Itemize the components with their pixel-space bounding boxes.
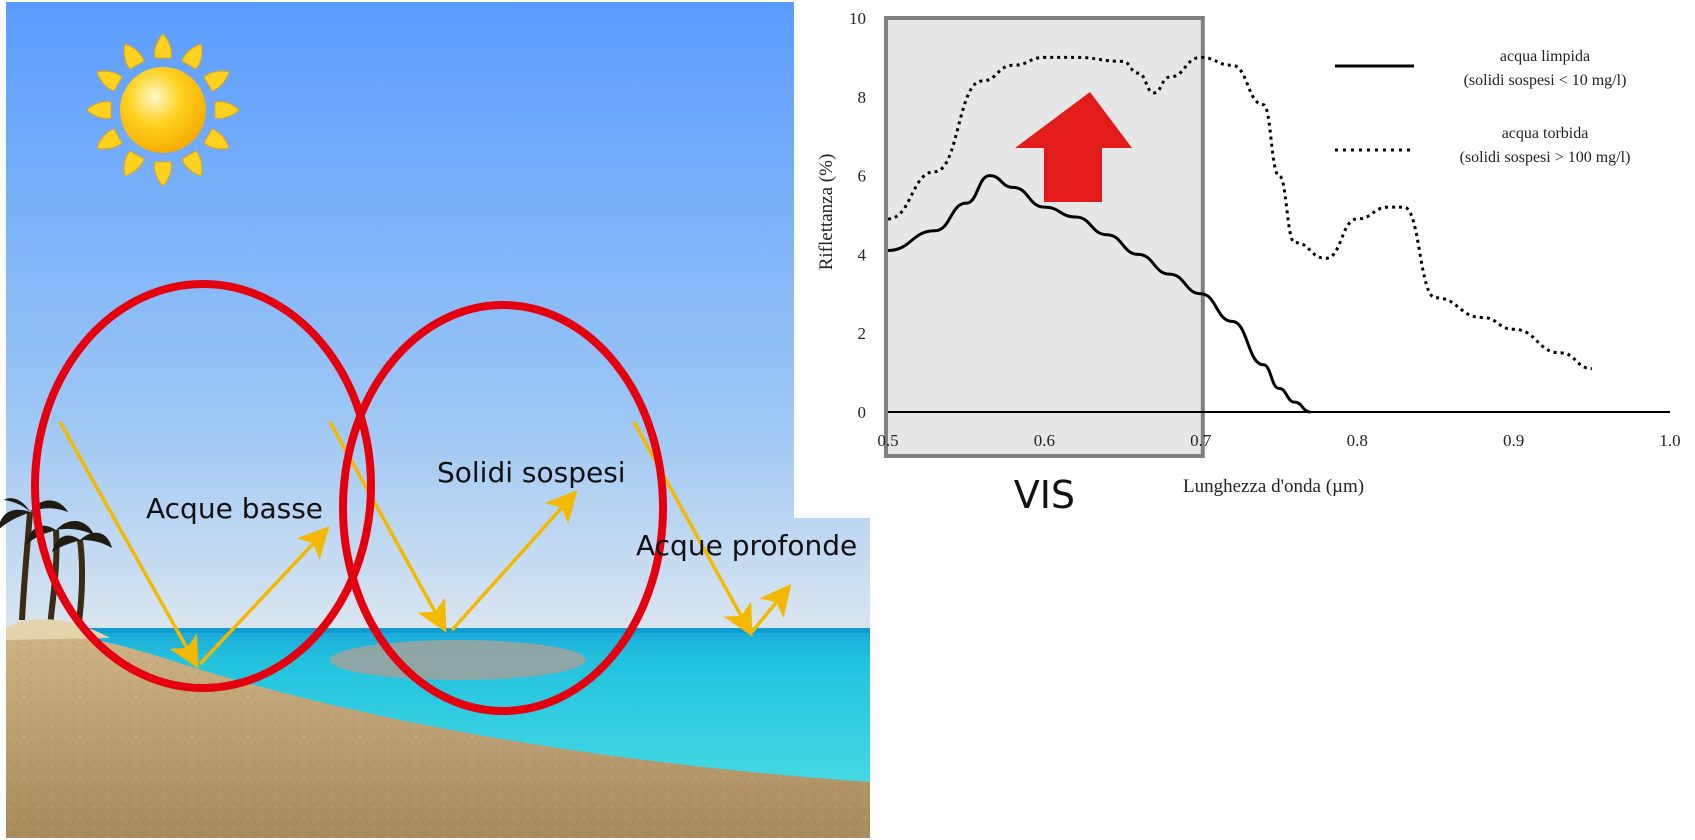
sun-ray <box>181 150 203 177</box>
legend-label-turbid-water: acqua torbida <box>1502 125 1589 142</box>
chart-legend: acqua limpida (solidi sospesi < 10 mg/l)… <box>1335 48 1630 166</box>
legend-sub-turbid-water: (solidi sospesi > 100 mg/l) <box>1460 149 1631 166</box>
suspended-sediment-patch <box>330 640 586 680</box>
sun-ray <box>123 43 145 70</box>
legend-sub-clear-water: (solidi sospesi < 10 mg/l) <box>1464 72 1627 89</box>
sun-ray <box>154 161 172 187</box>
label-shallow-water: Acque basse <box>146 492 323 525</box>
reflectance-chart: 0.5 0.6 0.7 0.8 0.9 1.0 0 2 4 6 8 10 VIS Lunghezza … <box>794 0 1695 518</box>
sun-ray <box>96 70 123 92</box>
sun-ray <box>123 150 145 177</box>
sand-texture <box>6 628 870 838</box>
light-rays <box>58 421 792 669</box>
sun-ray <box>181 43 203 70</box>
x-tick-label: 0.5 <box>877 431 898 450</box>
vis-label: VIS <box>1014 473 1075 517</box>
x-tick-label: 1.0 <box>1659 431 1680 450</box>
ray-deep-in <box>632 421 753 637</box>
sun-ray <box>86 101 112 119</box>
x-tick-label: 0.9 <box>1503 431 1524 450</box>
sun-ray <box>214 101 240 119</box>
sun-ray <box>154 33 172 59</box>
y-tick-label: 10 <box>849 9 866 28</box>
ray-deep-out <box>750 583 792 634</box>
y-tick-label: 0 <box>858 403 867 422</box>
up-arrow-icon <box>1015 92 1132 202</box>
horizon-line <box>6 628 870 633</box>
x-tick-label: 0.8 <box>1347 431 1368 450</box>
y-axis-title: Riflettanza (%) <box>816 154 837 271</box>
sun-ray <box>203 128 230 150</box>
label-suspended-solids: Solidi sospesi <box>437 456 626 489</box>
circle-shallow-water <box>31 280 375 692</box>
y-tick-label: 8 <box>858 88 867 107</box>
ray-suspended-out <box>450 490 578 632</box>
vis-band-highlight <box>884 16 1205 458</box>
y-tick-label: 6 <box>858 167 867 186</box>
ray-shallow-in <box>58 421 199 669</box>
sun-ray <box>96 128 123 150</box>
series-line-clear-water <box>887 174 1311 414</box>
x-tick-label: 0.6 <box>1034 431 1055 450</box>
ray-shallow-out <box>198 526 330 666</box>
x-axis-title: Lunghezza d'onda (µm) <box>1183 476 1364 497</box>
x-tick-label: 0.7 <box>1190 431 1212 450</box>
legend-label-clear-water: acqua limpida <box>1500 48 1590 65</box>
beach-scene: Acque basse Solidi sospesi Acque profond… <box>0 2 870 838</box>
y-tick-label: 2 <box>858 324 867 343</box>
label-deep-water: Acque profonde <box>636 529 857 562</box>
sun-icon <box>86 33 240 187</box>
sun-ray <box>203 70 230 92</box>
y-tick-label: 4 <box>858 245 867 264</box>
circle-suspended-solids <box>339 301 667 715</box>
